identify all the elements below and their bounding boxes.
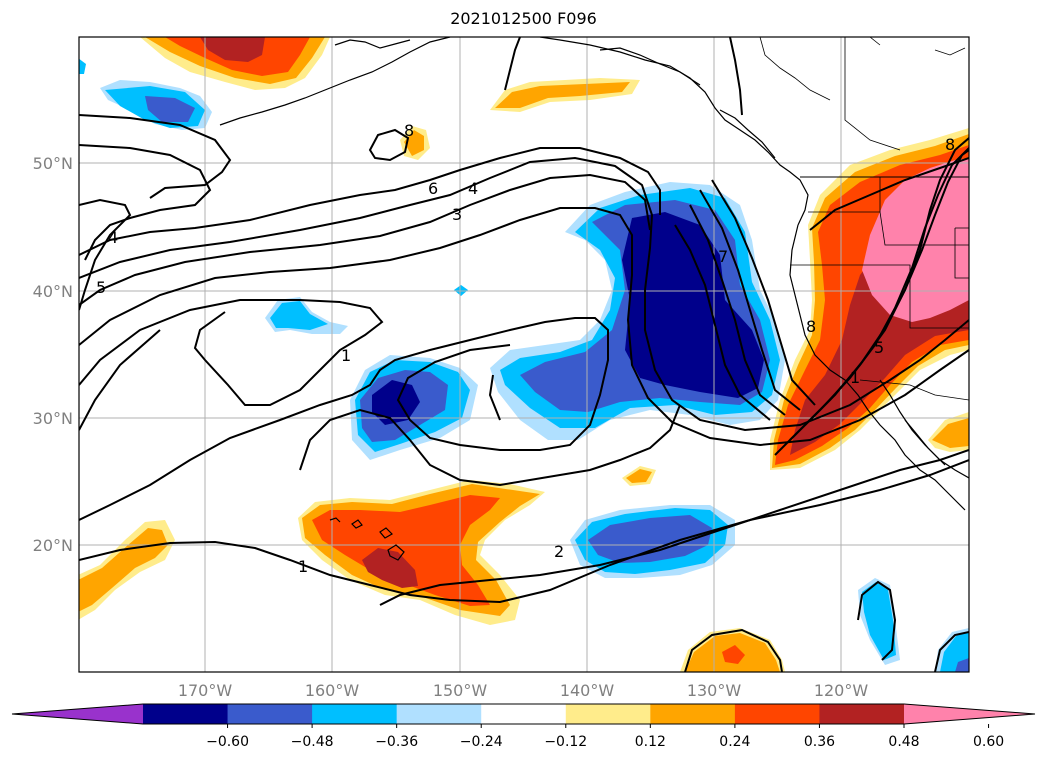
contour-label: 4	[468, 179, 478, 198]
lon-label: 120°W	[814, 681, 869, 700]
contour-label: 1	[850, 368, 860, 387]
warm-anomaly-tiny	[622, 466, 656, 486]
colorbar-tick-label: 0.60	[973, 734, 1004, 750]
contour-labels: 6 4 3 4 5 1 7 8 5 8 1 2 1 8	[96, 121, 955, 576]
lon-label: 170°W	[178, 681, 233, 700]
lat-label: 50°N	[33, 154, 73, 173]
colorbar-box	[227, 704, 313, 724]
colorbar-box	[481, 704, 567, 724]
warm-anomaly-west-coast	[770, 128, 969, 470]
colorbar-box	[312, 704, 398, 724]
warm-anomaly-gulf-alaska	[490, 78, 640, 112]
colorbar-extend-high	[904, 704, 1035, 724]
colorbar-box	[396, 704, 482, 724]
colorbar-tick-label: −0.24	[460, 734, 503, 750]
cold-anomaly-subtropical	[570, 505, 735, 578]
colorbar-tick-label: 0.24	[719, 734, 750, 750]
map-title: 2021012500 F096	[450, 9, 597, 28]
colorbar-tick-label: −0.48	[291, 734, 334, 750]
lon-label: 150°W	[433, 681, 488, 700]
colorbar-box	[734, 704, 820, 724]
contour-label: 5	[96, 278, 106, 297]
colorbar: −0.60 −0.48 −0.36 −0.24 −0.12 0.12 0.24 0.36 0.4…	[11, 703, 1036, 750]
colorbar-tick-label: −0.36	[375, 734, 418, 750]
colorbar-tick-label: 0.12	[635, 734, 666, 750]
coastlines	[219, 37, 969, 561]
contour-label: 2	[554, 542, 564, 561]
contour-label: 8	[404, 121, 414, 140]
contour-label: 1	[298, 557, 308, 576]
cold-anomaly-west	[350, 355, 478, 460]
contour-label: 8	[806, 317, 816, 336]
lat-label: 40°N	[33, 282, 73, 301]
latitude-labels: 50°N 40°N 30°N 20°N	[33, 154, 73, 555]
plot-frame	[78, 36, 970, 673]
colorbar-box	[650, 704, 736, 724]
warm-anomaly-aleutians	[140, 37, 330, 90]
contour-label: 4	[108, 228, 118, 247]
colorbar-tick-label: 0.36	[804, 734, 835, 750]
colorbar-tick-label: −0.60	[206, 734, 249, 750]
contour-label: 6	[428, 179, 438, 198]
cold-anomaly-small	[265, 285, 468, 334]
longitude-labels: 170°W 160°W 150°W 140°W 130°W 120°W	[178, 681, 869, 700]
colorbar-tick-label: −0.12	[544, 734, 587, 750]
contour-label: 5	[874, 338, 884, 357]
map-plot-area: 6 4 3 4 5 1 7 8 5 8 1 2 1 8	[79, 37, 969, 672]
contour-label: 1	[341, 346, 351, 365]
cold-anomaly-southeast	[858, 578, 969, 672]
contour-label: 8	[945, 135, 955, 154]
lon-label: 140°W	[560, 681, 615, 700]
colorbar-box	[143, 704, 229, 724]
cool-anomaly-north-pacific	[79, 58, 212, 130]
colorbar-outline	[11, 703, 1036, 725]
warm-anomaly-small	[400, 126, 430, 160]
colorbar-extend-low	[12, 704, 143, 724]
contour-label: 3	[452, 205, 462, 224]
warm-anomaly-mexico	[928, 412, 969, 452]
colorbar-box	[819, 704, 905, 724]
lat-label: 20°N	[33, 536, 73, 555]
lon-label: 130°W	[687, 681, 742, 700]
colorbar-tick-label: 0.48	[888, 734, 919, 750]
contour-lines	[79, 37, 969, 672]
contour-label: 7	[718, 247, 728, 266]
lon-label: 160°W	[305, 681, 360, 700]
colorbar-box	[565, 704, 651, 724]
warm-anomaly-hawaii	[298, 480, 545, 625]
lat-label: 30°N	[33, 409, 73, 428]
